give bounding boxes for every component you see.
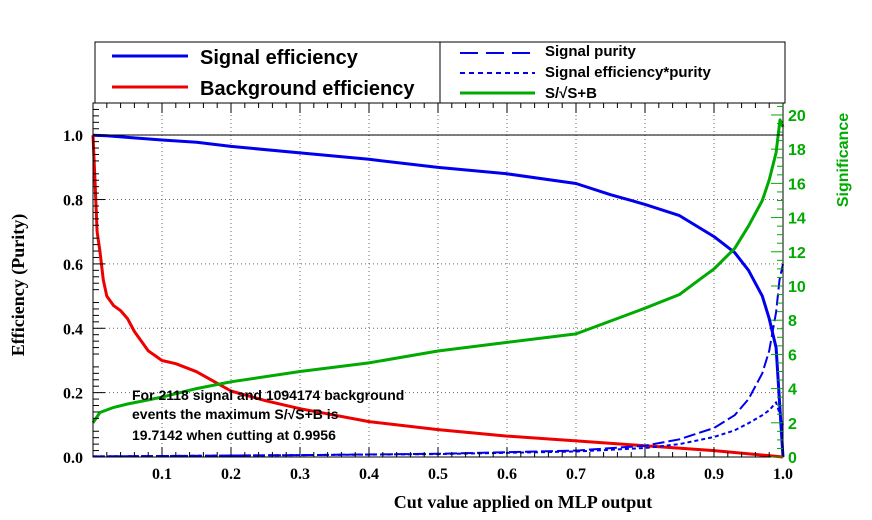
y-tick-label: 1.0 — [63, 128, 83, 145]
x-tick-label: 0.9 — [704, 466, 724, 483]
legend-label-signal-efficiency: Signal efficiency — [200, 47, 359, 69]
y-tick-label: 0.4 — [63, 321, 83, 338]
series-background-efficiency — [91, 135, 784, 459]
y2-tick-label: 20 — [788, 108, 806, 125]
curves — [91, 118, 785, 459]
x-tick-label: 0.3 — [290, 466, 310, 483]
y2-tick-label: 16 — [788, 176, 806, 193]
annotation: For 2118 signal and 1094174 background e… — [132, 387, 404, 443]
x-tick-label: 1.0 — [773, 466, 793, 483]
y2-tick-label: 8 — [788, 313, 797, 330]
legend-label-signal-efficiency-purity: Signal efficiency*purity — [545, 64, 712, 81]
legend: Signal efficiency Background efficiency … — [94, 41, 786, 104]
x-tick-label: 0.7 — [566, 466, 586, 483]
legend-label-background-efficiency: Background efficiency — [200, 78, 415, 100]
y2-tick-label: 4 — [788, 382, 797, 399]
annotation-line-1: For 2118 signal and 1094174 background — [132, 387, 404, 403]
y2-axis: 0 2 4 6 8 10 12 14 16 18 20 — [771, 105, 806, 467]
y-axis: 0.0 0.2 0.4 0.6 0.8 1.0 — [63, 108, 105, 467]
y2-tick-label: 6 — [788, 347, 797, 364]
y-tick-label: 0.6 — [63, 257, 83, 274]
x-tick-label: 0.4 — [359, 466, 379, 483]
y-tick-label: 0.0 — [63, 450, 83, 467]
y2-tick-label: 12 — [788, 245, 806, 262]
legend-label-significance: S/√S+B — [545, 85, 597, 102]
y2-axis-title: Significance — [835, 113, 852, 207]
x-tick-label: 0.8 — [635, 466, 655, 483]
y2-tick-label: 18 — [788, 142, 806, 159]
series-signal-efficiency-purity — [92, 401, 784, 458]
annotation-line-3: 19.7142 when cutting at 0.9956 — [132, 427, 336, 443]
x-axis-title: Cut value applied on MLP output — [394, 492, 653, 512]
x-tick-label: 0.6 — [497, 466, 517, 483]
legend-label-signal-purity: Signal purity — [545, 43, 637, 60]
series-signal-efficiency — [92, 133, 785, 458]
y-tick-label: 0.2 — [63, 386, 83, 403]
y2-tick-label: 0 — [788, 450, 797, 467]
x-axis: 0.1 0.2 0.3 0.4 0.5 0.6 0.7 0.8 0.9 1.0 — [106, 103, 793, 483]
y2-tick-label: 10 — [788, 279, 806, 296]
y2-tick-label: 14 — [788, 211, 806, 228]
x-tick-label: 0.5 — [428, 466, 448, 483]
y2-tick-label: 2 — [788, 416, 797, 433]
annotation-line-2: events the maximum S/√S+B is — [132, 406, 339, 422]
series-s-s-b — [91, 118, 785, 424]
x-tick-label: 0.1 — [152, 466, 172, 483]
y-tick-label: 0.8 — [63, 193, 83, 210]
y-axis-title: Efficiency (Purity) — [8, 214, 29, 356]
x-tick-label: 0.2 — [221, 466, 241, 483]
